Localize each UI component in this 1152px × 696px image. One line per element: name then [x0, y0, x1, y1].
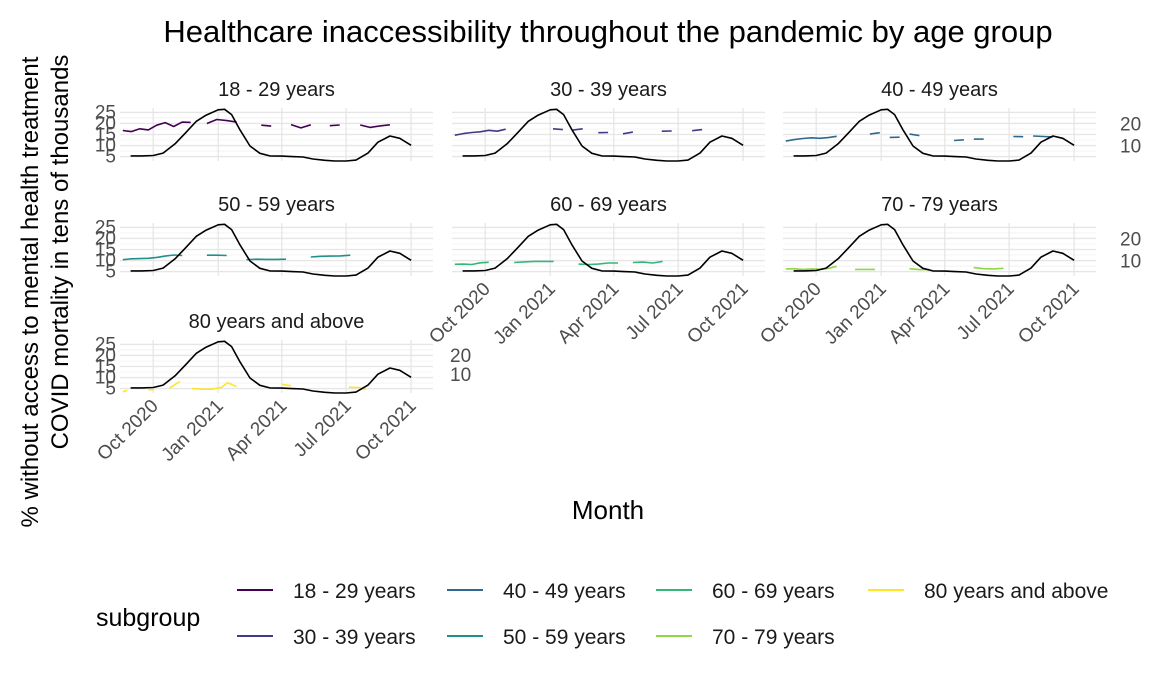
- x-tick-label: Oct 2021: [683, 279, 752, 348]
- series-line-2: [692, 130, 702, 131]
- x-tick-label: Oct 2020: [425, 279, 494, 348]
- x-tick-label: Apr 2021: [222, 396, 291, 465]
- x-tick-label: Jul 2021: [622, 279, 688, 345]
- x-tick-label: Jan 2021: [158, 396, 228, 466]
- legend-label-6: 70 - 79 years: [712, 626, 835, 649]
- y-tick-label: 25: [95, 102, 116, 123]
- y-axis-label-secondary: COVID mortality in tens of thousands: [47, 55, 74, 450]
- y-axis-label: % without access to mental health treatm…: [17, 56, 44, 527]
- series-line-3: [954, 140, 964, 141]
- x-tick-label: Jul 2021: [290, 396, 356, 462]
- grid-layer: [120, 108, 1096, 393]
- x-tick-label: Apr 2021: [554, 279, 623, 348]
- x-tick-label: Oct 2021: [1014, 279, 1083, 348]
- facet-label: 40 - 49 years: [881, 79, 998, 101]
- series-line-7: [283, 385, 292, 386]
- x-tick-label: Jul 2021: [953, 279, 1019, 345]
- x-tick-label: Oct 2020: [93, 396, 162, 465]
- legend-label-4: 50 - 59 years: [503, 626, 626, 649]
- series-line-1: [330, 125, 340, 126]
- y-tick-label: 25: [95, 217, 116, 238]
- y-tick-label-secondary: 20: [450, 346, 471, 367]
- facet-label: 60 - 69 years: [550, 194, 667, 216]
- facet-label: 70 - 79 years: [881, 194, 998, 216]
- x-tick-label: Oct 2021: [351, 396, 420, 465]
- legend-label-7: 80 years and above: [924, 580, 1108, 603]
- legend-label-3: 40 - 49 years: [503, 580, 626, 603]
- x-tick-label: Oct 2020: [756, 279, 825, 348]
- facet-label: 50 - 59 years: [218, 194, 335, 216]
- chart-title: Healthcare inaccessibility throughout th…: [163, 14, 1052, 49]
- y-tick-label-secondary: 10: [450, 365, 471, 386]
- x-axis-label: Month: [572, 495, 644, 525]
- facet-label: 30 - 39 years: [550, 79, 667, 101]
- legend-label-5: 60 - 69 years: [712, 580, 835, 603]
- y-tick-label: 25: [95, 334, 116, 355]
- legend-label-2: 30 - 39 years: [293, 626, 416, 649]
- facet-label: 80 years and above: [189, 311, 365, 333]
- series-line-4: [247, 259, 287, 260]
- y-tick-label-secondary: 10: [1120, 252, 1141, 273]
- legend-label-1: 18 - 29 years: [293, 580, 416, 603]
- y-tick-label-secondary: 20: [1120, 229, 1141, 250]
- x-tick-label: Apr 2021: [885, 279, 954, 348]
- facet-label: 18 - 29 years: [218, 79, 335, 101]
- series-line-2: [553, 129, 563, 130]
- y-tick-label-secondary: 20: [1120, 114, 1141, 135]
- x-tick-label: Jan 2021: [821, 279, 891, 349]
- legend: 18 - 29 years 30 - 39 years 40 - 49 years 5…: [237, 580, 1108, 649]
- x-tick-label: Jan 2021: [490, 279, 560, 349]
- y-tick-label-secondary: 10: [1120, 137, 1141, 158]
- text-layer: Healthcare inaccessibility throughout th…: [17, 14, 1141, 632]
- series-line-1: [261, 125, 271, 126]
- legend-title: subgroup: [96, 604, 200, 632]
